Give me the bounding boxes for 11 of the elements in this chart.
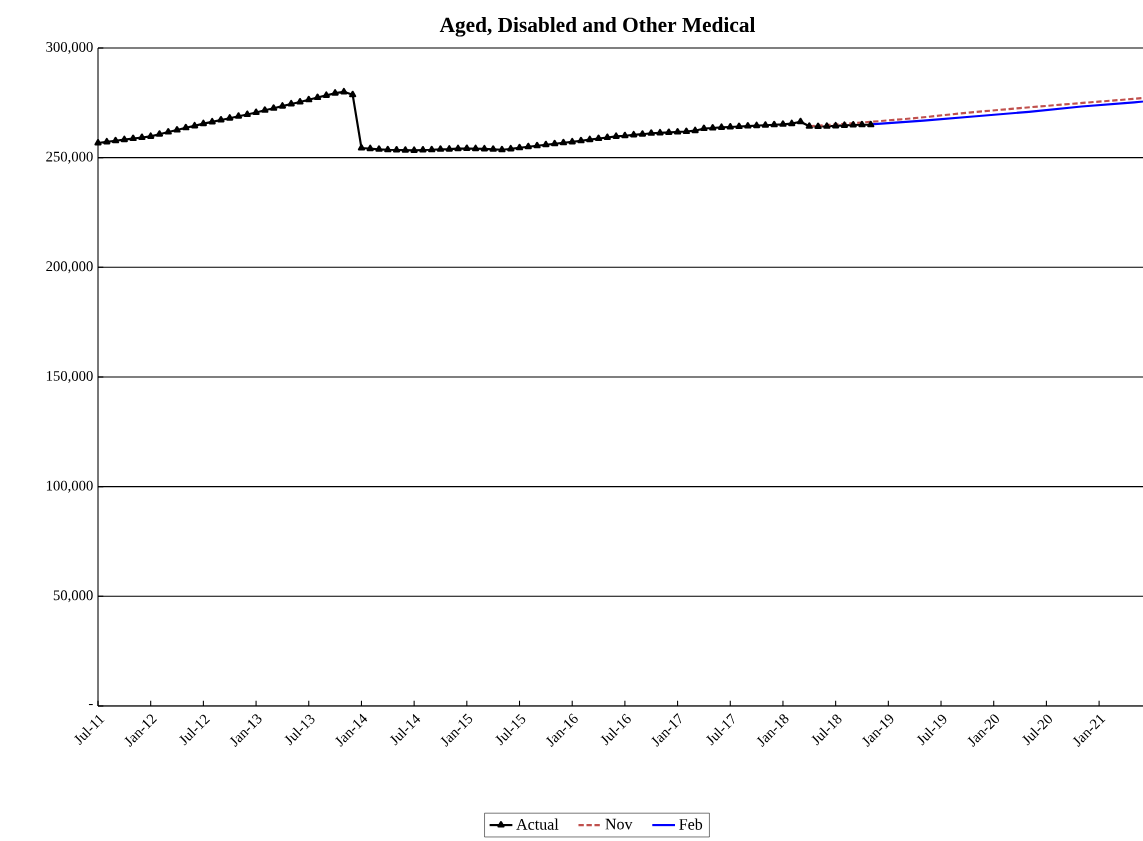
y-tick-label: 100,000 xyxy=(46,480,93,493)
y-tick-label: 300,000 xyxy=(46,41,93,54)
y-tick-label: 200,000 xyxy=(46,261,93,274)
chart-title: Aged, Disabled and Other Medical xyxy=(439,17,756,37)
legend-label: Nov xyxy=(605,818,633,830)
y-tick-label: 150,000 xyxy=(46,370,93,383)
legend-label: Actual xyxy=(516,818,559,830)
y-tick-label: 250,000 xyxy=(46,151,93,164)
legend-label: Feb xyxy=(679,818,703,830)
y-tick-label: 50,000 xyxy=(53,590,93,603)
y-tick-label: - xyxy=(88,703,93,706)
